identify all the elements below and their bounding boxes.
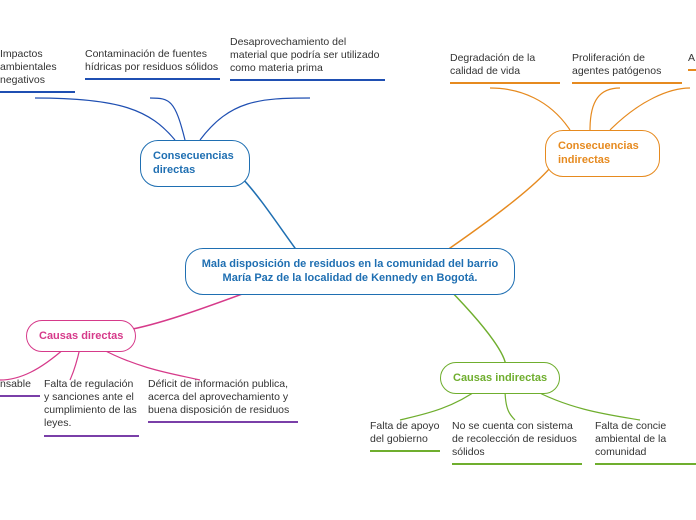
leaf-underline [452, 463, 582, 465]
leaf-ci-2[interactable]: A [688, 52, 696, 71]
leaf-cad-0[interactable]: nsable [0, 378, 40, 397]
leaf-text: Impactos ambientales negativos [0, 48, 57, 86]
branch-label: Causas directas [39, 330, 123, 342]
central-label: Mala disposición de residuos en la comun… [202, 258, 498, 284]
leaf-cai-2[interactable]: Falta de concie ambiental de la comunida… [595, 420, 696, 465]
branch-label: Consecuencias indirectas [558, 140, 639, 166]
leaf-underline [85, 78, 220, 80]
leaf-text: Proliferación de agentes patógenos [572, 52, 661, 77]
branch-label: Consecuencias directas [153, 150, 234, 176]
leaf-ci-1[interactable]: Proliferación de agentes patógenos [572, 52, 682, 84]
leaf-underline [44, 435, 139, 437]
leaf-underline [370, 450, 440, 452]
leaf-text: Degradación de la calidad de vida [450, 52, 535, 77]
leaf-text: Contaminación de fuentes hídricas por re… [85, 48, 218, 73]
leaf-cd-0[interactable]: Impactos ambientales negativos [0, 48, 75, 93]
leaf-underline [0, 395, 40, 397]
leaf-cad-2[interactable]: Déficit de información publica, acerca d… [148, 378, 298, 423]
leaf-underline [572, 82, 682, 84]
leaf-text: Falta de regulación y sanciones ante el … [44, 378, 137, 429]
leaf-text: Desaprovechamiento del material que podr… [230, 36, 379, 74]
leaf-text: Falta de apoyo del gobierno [370, 420, 439, 445]
leaf-ci-0[interactable]: Degradación de la calidad de vida [450, 52, 560, 84]
leaf-cai-1[interactable]: No se cuenta con sistema de recolección … [452, 420, 582, 465]
leaf-underline [148, 421, 298, 423]
central-node[interactable]: Mala disposición de residuos en la comun… [185, 248, 515, 295]
leaf-cd-2[interactable]: Desaprovechamiento del material que podr… [230, 36, 385, 81]
leaf-cad-1[interactable]: Falta de regulación y sanciones ante el … [44, 378, 139, 437]
leaf-text: Déficit de información publica, acerca d… [148, 378, 289, 416]
leaf-underline [230, 79, 385, 81]
branch-label: Causas indirectas [453, 372, 547, 384]
leaf-cai-0[interactable]: Falta de apoyo del gobierno [370, 420, 440, 452]
leaf-underline [450, 82, 560, 84]
leaf-text: A [688, 52, 695, 64]
branch-causas-indirectas[interactable]: Causas indirectas [440, 362, 560, 394]
leaf-text: Falta de concie ambiental de la comunida… [595, 420, 666, 458]
branch-causas-directas[interactable]: Causas directas [26, 320, 136, 352]
branch-consecuencias-directas[interactable]: Consecuencias directas [140, 140, 250, 187]
leaf-underline [595, 463, 696, 465]
mindmap-canvas: Mala disposición de residuos en la comun… [0, 0, 696, 520]
branch-consecuencias-indirectas[interactable]: Consecuencias indirectas [545, 130, 660, 177]
leaf-cd-1[interactable]: Contaminación de fuentes hídricas por re… [85, 48, 220, 80]
leaf-text: No se cuenta con sistema de recolección … [452, 420, 577, 458]
leaf-text: nsable [0, 378, 31, 390]
leaf-underline [0, 91, 75, 93]
leaf-underline [688, 69, 696, 71]
